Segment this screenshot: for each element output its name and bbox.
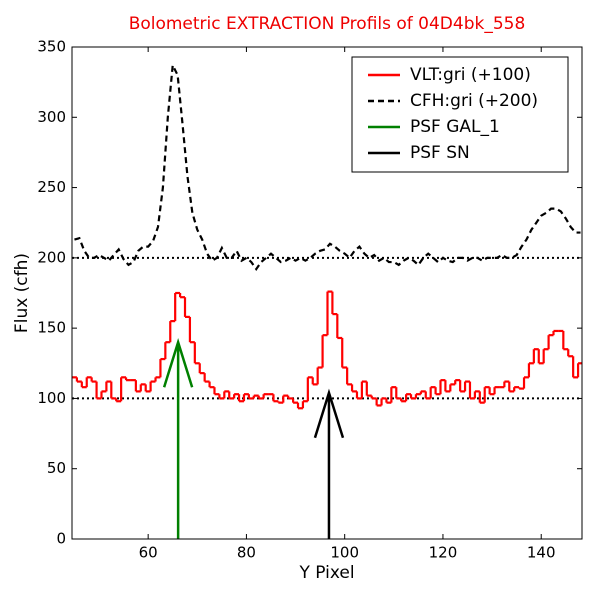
y-tick-label: 150 (37, 319, 66, 337)
y-tick-label: 100 (37, 389, 66, 407)
x-tick-label: 100 (330, 544, 359, 562)
legend-label: PSF SN (410, 143, 470, 163)
plot-frame (71, 46, 583, 540)
legend-label: CFH:gri (+200) (410, 91, 538, 111)
y-tick-label: 0 (56, 530, 66, 548)
y-tick-label: 50 (47, 459, 66, 477)
y-tick-label: 300 (37, 108, 66, 126)
y-tick-label: 250 (37, 178, 66, 196)
x-axis-label: Y Pixel (298, 563, 354, 583)
legend-label: VLT:gri (+100) (410, 65, 531, 85)
y-tick-label: 350 (37, 38, 66, 56)
plot-area (72, 61, 582, 539)
arrow (162, 337, 194, 539)
legend-label: PSF GAL_1 (410, 117, 500, 137)
line (74, 61, 581, 272)
arrow (313, 388, 345, 539)
x-tick-label: 60 (139, 544, 158, 562)
y-tick-label: 200 (37, 248, 66, 266)
x-tick-label: 120 (429, 544, 458, 562)
x-tick-label: 80 (237, 544, 256, 562)
x-tick-label: 140 (527, 544, 556, 562)
chart-title: Bolometric EXTRACTION Profils of 04D4bk_… (129, 14, 526, 34)
y-axis-label: Flux (cfh) (12, 253, 32, 333)
